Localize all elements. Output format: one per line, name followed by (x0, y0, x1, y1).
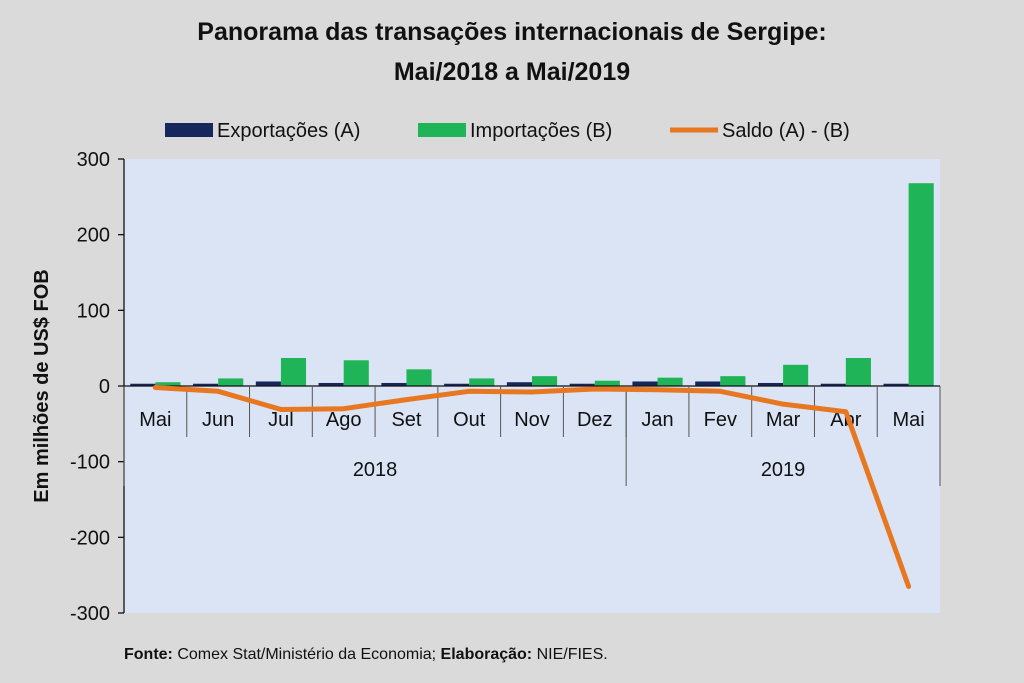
legend: Exportações (A) Importações (B) Saldo (A) … (165, 120, 850, 142)
bar-exportacoes (883, 383, 909, 386)
source-text: Comex Stat/Ministério da Economia; (172, 646, 441, 663)
bar-importacoes (155, 382, 181, 386)
bar-importacoes (280, 358, 307, 386)
legend-swatch (418, 123, 466, 137)
elaboration-label: Elaboração: (440, 646, 533, 663)
bar-importacoes (218, 378, 244, 386)
saldo-line-group (152, 385, 912, 590)
x-tick-label: Nov (514, 409, 550, 431)
x-tick-label: Dez (577, 409, 613, 431)
chart-title-line2: Mai/2018 a Mai/2019 (394, 58, 630, 86)
bar-exportacoes (130, 383, 156, 386)
source-note: Fonte: Comex Stat/Ministério da Economia… (124, 646, 608, 664)
bar-exportacoes (695, 381, 721, 386)
bar-exportacoes (569, 383, 595, 386)
bar-importacoes (594, 380, 620, 386)
bar-importacoes (343, 360, 369, 386)
bar-exportacoes (255, 381, 281, 386)
bar-exportacoes (506, 382, 532, 386)
bar-exportacoes (381, 382, 407, 386)
x-tick-label: Mar (766, 409, 801, 431)
y-axis-label: Em milhões de US$ FOB (31, 269, 53, 502)
bar-importacoes (657, 377, 683, 386)
legend-label: Importações (B) (470, 120, 612, 142)
y-tick-label: 100 (77, 300, 110, 322)
axes: 300 200 100 0 -100 -200 -300 Mai Jun Jul Ago Set Out… (70, 149, 941, 625)
x-tick-label: Fev (704, 409, 737, 431)
year-group-label: 2018 (353, 459, 398, 481)
x-tick-label: Jun (202, 409, 234, 431)
y-tick-label: -300 (70, 603, 110, 625)
y-tick-label: -200 (70, 527, 110, 549)
bar-exportacoes (444, 383, 470, 386)
y-tick-label: 300 (77, 149, 110, 171)
x-tick-label: Mai (892, 409, 924, 431)
legend-swatch (165, 123, 213, 137)
bars (130, 183, 934, 386)
bar-importacoes (783, 364, 809, 386)
y-tick-label: 200 (77, 225, 110, 247)
bar-importacoes (532, 376, 558, 386)
x-tick-label: Abr (830, 409, 861, 431)
bar-importacoes (908, 183, 934, 386)
bar-exportacoes (193, 383, 219, 386)
bar-importacoes (845, 358, 871, 386)
bar-exportacoes (318, 382, 344, 386)
y-tick-label: 0 (99, 376, 110, 398)
legend-label: Saldo (A) - (B) (722, 120, 850, 142)
year-group-label: 2019 (761, 459, 806, 481)
x-tick-label: Set (391, 409, 421, 431)
bar-importacoes (720, 376, 746, 386)
bar-exportacoes (632, 381, 658, 386)
bar-importacoes (469, 378, 495, 386)
x-tick-label: Ago (326, 409, 362, 431)
source-label: Fonte: (124, 646, 173, 663)
bar-exportacoes (757, 382, 784, 386)
chart-title-line1: Panorama das transações internacionais d… (197, 18, 826, 46)
legend-label: Exportações (A) (217, 120, 360, 142)
bar-exportacoes (820, 383, 846, 386)
y-tick-label: -100 (70, 452, 110, 474)
x-tick-label: Jan (641, 409, 673, 431)
x-tick-label: Out (453, 409, 486, 431)
x-tick-label: Mai (139, 409, 171, 431)
bar-importacoes (406, 369, 432, 386)
elaboration-text: NIE/FIES. (532, 646, 608, 663)
x-tick-label: Jul (268, 409, 294, 431)
